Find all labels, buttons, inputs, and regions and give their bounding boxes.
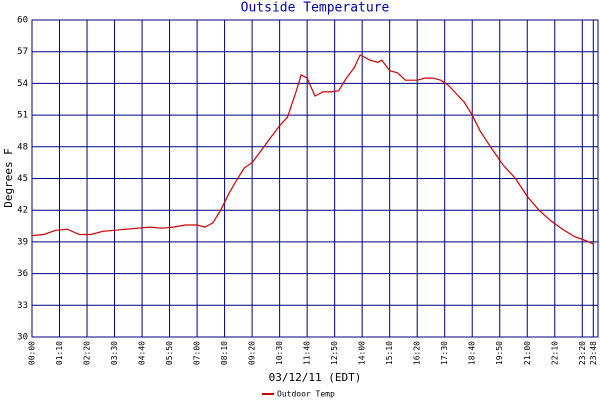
x-tick-label: 19:50 xyxy=(495,341,504,365)
y-tick-label: 42 xyxy=(17,206,28,216)
x-tick-label: 12:50 xyxy=(330,341,339,365)
x-tick-label: 21:00 xyxy=(523,341,532,365)
y-tick-label: 48 xyxy=(17,142,28,152)
x-axis-label: 03/12/11 (EDT) xyxy=(269,371,362,384)
x-tick-label: 02:20 xyxy=(83,341,92,365)
x-tick-label: 16:20 xyxy=(413,341,422,365)
y-tick-label: 51 xyxy=(17,111,28,121)
x-tick-label: 14:00 xyxy=(358,341,367,365)
x-tick-label: 23:48 xyxy=(589,341,598,365)
y-tick-label: 33 xyxy=(17,301,28,311)
x-tick-label: 00:00 xyxy=(28,341,37,365)
y-tick-label: 54 xyxy=(17,79,28,89)
x-tick-label: 11:40 xyxy=(303,341,312,365)
x-tick-label: 15:10 xyxy=(385,341,394,365)
y-tick-label: 57 xyxy=(17,47,28,57)
x-tick-label: 04:40 xyxy=(138,341,147,365)
x-tick-label: 23:20 xyxy=(578,341,587,365)
chart-title: Outside Temperature xyxy=(241,1,390,16)
x-tick-label: 18:40 xyxy=(468,341,477,365)
y-tick-label: 30 xyxy=(17,333,28,343)
x-tick-label: 08:10 xyxy=(220,341,229,365)
y-tick-label: 60 xyxy=(17,16,28,26)
y-tick-label: 39 xyxy=(17,237,28,247)
x-tick-label: 03:30 xyxy=(110,341,119,365)
y-tick-label: 36 xyxy=(17,269,28,279)
x-tick-label: 09:20 xyxy=(248,341,257,365)
legend-label: Outdoor Temp xyxy=(277,390,335,399)
x-tick-label: 17:30 xyxy=(440,341,449,365)
y-axis-label: Degrees F xyxy=(2,148,15,208)
data-line xyxy=(31,54,594,245)
x-tick-label: 07:00 xyxy=(193,341,202,365)
y-tick-label: 45 xyxy=(17,174,28,184)
x-tick-label: 22:10 xyxy=(550,341,559,365)
x-tick-label: 10:30 xyxy=(275,341,284,365)
x-tick-label: 01:10 xyxy=(55,341,64,365)
x-tick-label: 05:50 xyxy=(165,341,174,365)
